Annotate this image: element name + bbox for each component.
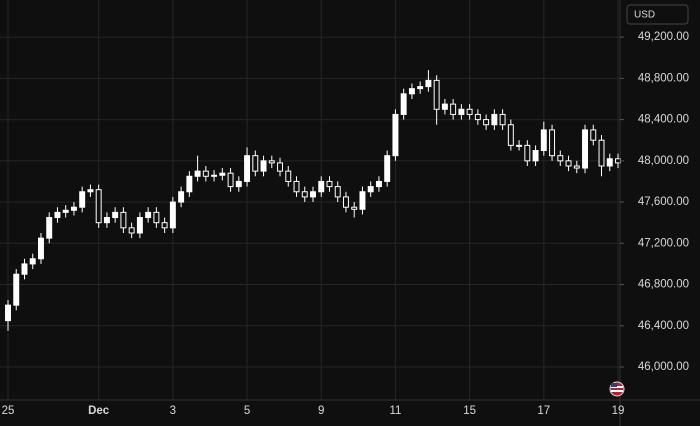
x-tick-label: Dec — [88, 405, 110, 417]
currency-box[interactable] — [626, 4, 689, 25]
candle-body — [277, 162, 283, 172]
candle-body — [169, 201, 176, 229]
candle-body — [211, 174, 218, 177]
candle-body — [103, 217, 110, 224]
y-tick-label: 46,800.00 — [638, 279, 689, 291]
candle-body — [227, 172, 234, 188]
candle-body — [13, 273, 20, 306]
candle-body — [590, 129, 597, 141]
x-tick-label: 9 — [318, 405, 324, 417]
candle-body — [38, 237, 44, 260]
candle-body — [606, 158, 613, 167]
candle-body — [79, 191, 86, 208]
candle-body — [178, 191, 185, 203]
y-tick-label: 46,000.00 — [638, 361, 689, 373]
candle-body — [441, 103, 448, 110]
candle-body — [507, 124, 514, 146]
x-tick-label: 15 — [463, 405, 476, 417]
candle-body — [136, 217, 143, 234]
candle-body — [598, 139, 605, 167]
candle-body — [260, 160, 267, 172]
candle-body — [252, 155, 259, 172]
candle-body — [433, 79, 440, 110]
candle-body — [499, 113, 506, 126]
x-tick-label: 3 — [170, 405, 176, 417]
y-tick-label: 49,200.00 — [638, 31, 689, 43]
candle-body — [54, 211, 61, 219]
candle-body — [582, 129, 589, 169]
y-tick-label: 47,200.00 — [638, 237, 689, 249]
candle-body — [466, 108, 473, 115]
candle-body — [417, 86, 424, 90]
candle-body — [194, 170, 201, 177]
candle-body — [244, 155, 251, 182]
candle-body — [112, 211, 119, 219]
candle-body — [491, 113, 498, 126]
candle-body — [384, 155, 391, 182]
candle-body — [145, 211, 152, 219]
candle-body — [268, 160, 275, 164]
y-tick-label: 48,400.00 — [638, 114, 689, 126]
candle-body — [293, 180, 300, 193]
candle-body — [557, 155, 564, 162]
x-tick-label: 19 — [612, 405, 625, 417]
candle-body — [46, 217, 53, 239]
candle-body — [318, 180, 325, 193]
candle-body — [400, 93, 407, 115]
candle-body — [334, 186, 341, 198]
candle-body — [62, 209, 69, 213]
candle-body — [408, 88, 415, 95]
grid — [0, 0, 620, 400]
flag-icon — [609, 381, 625, 397]
candle-body — [343, 196, 349, 208]
x-tick-label: 5 — [244, 405, 250, 417]
candle-body — [153, 211, 160, 224]
candle-body — [474, 113, 481, 121]
candle-body — [540, 129, 547, 152]
candle-body — [392, 113, 399, 157]
candle-body — [375, 180, 382, 188]
candle-body — [425, 79, 432, 88]
candle-body — [565, 160, 572, 167]
x-tick-label: 17 — [537, 405, 550, 417]
candle-body — [450, 103, 457, 115]
candle-body — [29, 258, 36, 265]
x-tick-label: 25 — [2, 405, 15, 417]
candle-body — [516, 144, 523, 147]
candle-body — [87, 189, 94, 193]
candle-body — [326, 180, 333, 188]
y-tick-label: 48,000.00 — [638, 155, 689, 167]
x-tick-label: 11 — [389, 405, 401, 417]
candle-body — [235, 180, 242, 188]
candle-body — [161, 222, 168, 229]
candles — [5, 70, 621, 331]
candle-body — [367, 186, 374, 193]
candle-body — [301, 191, 308, 198]
candle-body — [202, 170, 209, 177]
currency-label[interactable]: USD — [634, 10, 655, 21]
candle-body — [285, 170, 292, 182]
candle-body — [70, 206, 77, 211]
candle-body — [532, 150, 539, 162]
candle-body — [549, 129, 556, 157]
candle-body — [21, 263, 28, 275]
candle-body — [120, 211, 127, 229]
candle-body — [95, 189, 102, 224]
y-tick-label: 48,800.00 — [638, 72, 689, 84]
candle-body — [458, 108, 465, 115]
candle-body — [219, 172, 226, 176]
candle-body — [186, 175, 193, 193]
candle-body — [483, 119, 490, 126]
candle-body — [524, 144, 531, 162]
y-tick-label: 47,600.00 — [638, 196, 689, 208]
candle-body — [128, 227, 135, 234]
candle-body — [351, 206, 358, 210]
candle-body — [310, 191, 316, 198]
candle-body — [5, 304, 11, 322]
candle-body — [359, 191, 366, 210]
candle-body — [573, 165, 580, 169]
y-tick-label: 46,400.00 — [638, 320, 689, 332]
